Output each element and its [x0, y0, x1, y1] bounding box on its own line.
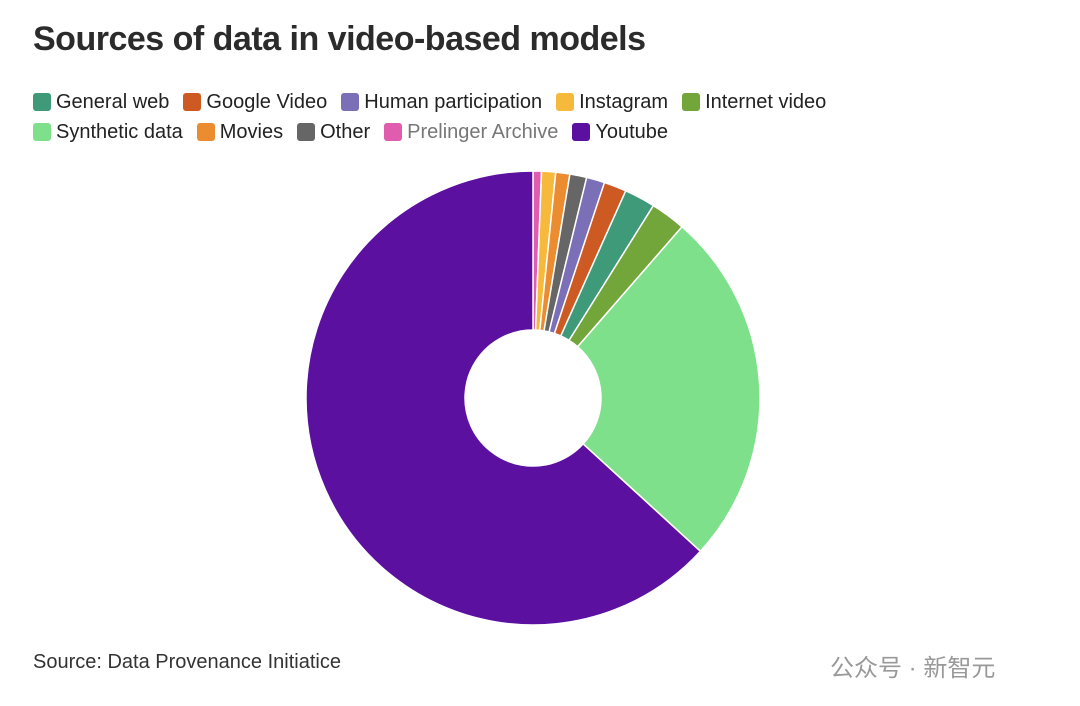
legend-label: Youtube: [595, 120, 669, 143]
legend-swatch: [33, 93, 51, 111]
legend-item[interactable]: Internet video: [682, 90, 826, 114]
legend-label: Other: [320, 120, 371, 143]
legend-item[interactable]: Synthetic data: [33, 120, 183, 144]
legend-label: General web: [56, 90, 170, 113]
legend-item[interactable]: Other: [297, 120, 370, 144]
legend-item[interactable]: General web: [33, 90, 169, 114]
legend-swatch: [572, 123, 591, 141]
legend-item[interactable]: Movies: [196, 120, 284, 144]
legend-label: Instagram: [579, 90, 669, 113]
legend-label: Movies: [219, 120, 284, 143]
legend-label: Synthetic data: [56, 120, 183, 143]
legend-swatch: [297, 123, 316, 141]
legend-item[interactable]: Google Video: [183, 90, 327, 114]
legend-item[interactable]: Human participation: [341, 90, 542, 114]
legend-item[interactable]: Instagram: [556, 90, 668, 114]
legend: General web Google Video Human participati…: [33, 90, 913, 144]
legend-label: Human participation: [364, 90, 543, 113]
source-note: Source: Data Provenance Initiatice: [33, 651, 341, 673]
legend-swatch: [556, 93, 575, 111]
donut-slice: [305, 170, 702, 626]
legend-swatch: [682, 93, 701, 111]
legend-swatch: [183, 93, 202, 111]
legend-swatch: [33, 123, 51, 141]
watermark: 公众号 · 新智元: [830, 655, 996, 682]
legend-label: Prelinger Archive: [407, 120, 559, 143]
chart-title: Sources of data in video-based models: [33, 20, 646, 58]
donut-slice: [576, 225, 761, 553]
legend-item[interactable]: Youtube: [572, 120, 668, 144]
legend-swatch: [384, 123, 403, 141]
legend-label: Google Video: [206, 90, 328, 113]
legend-item[interactable]: Prelinger Archive: [384, 120, 558, 144]
legend-label: Internet video: [705, 90, 827, 113]
legend-swatch: [196, 123, 215, 141]
legend-swatch: [341, 93, 360, 111]
